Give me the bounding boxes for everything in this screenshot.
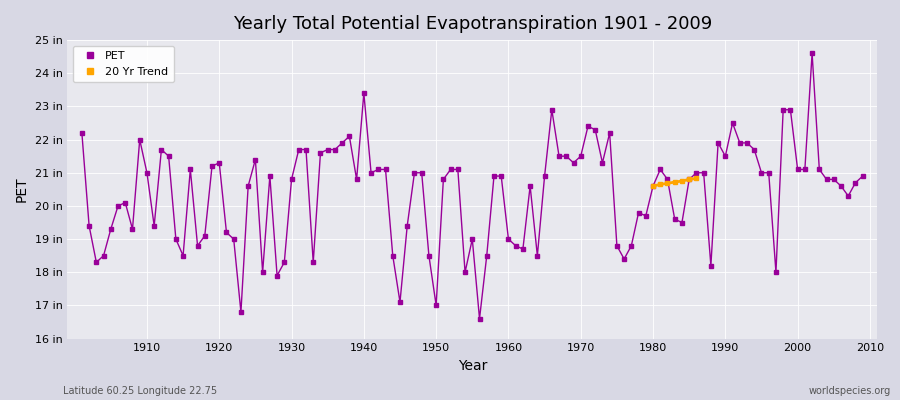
Legend: PET, 20 Yr Trend: PET, 20 Yr Trend <box>73 46 174 82</box>
X-axis label: Year: Year <box>457 359 487 373</box>
Text: worldspecies.org: worldspecies.org <box>809 386 891 396</box>
Text: Latitude 60.25 Longitude 22.75: Latitude 60.25 Longitude 22.75 <box>63 386 217 396</box>
Title: Yearly Total Potential Evapotranspiration 1901 - 2009: Yearly Total Potential Evapotranspiratio… <box>233 15 712 33</box>
Y-axis label: PET: PET <box>15 176 29 202</box>
